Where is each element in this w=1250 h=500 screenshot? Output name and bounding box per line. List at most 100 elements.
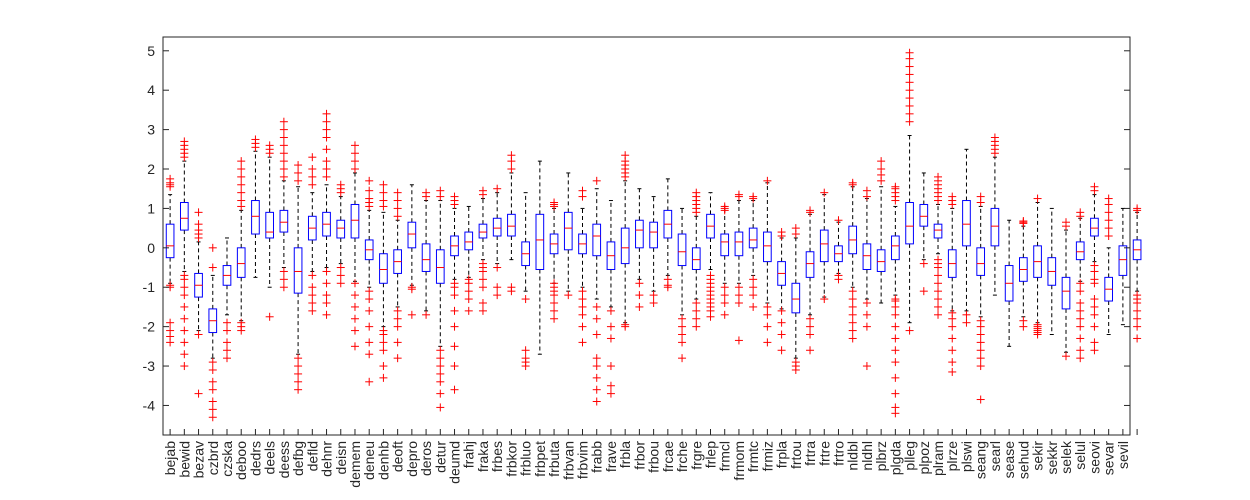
outlier-point <box>350 141 359 150</box>
outlier-point <box>678 314 687 323</box>
x-tick-label: frche <box>674 441 690 472</box>
outlier-point <box>180 137 189 146</box>
iqr-box <box>1075 241 1085 261</box>
outlier-point <box>1090 279 1099 288</box>
x-tick-label: frmtc <box>745 441 761 472</box>
outlier-point <box>1076 354 1085 363</box>
iqr-box <box>1118 245 1128 276</box>
outlier-point <box>649 291 658 300</box>
outlier-point <box>635 302 644 311</box>
box-sekir <box>1033 202 1042 324</box>
outlier-point <box>578 302 587 311</box>
outlier-point <box>194 389 203 398</box>
outlier-point <box>365 295 374 304</box>
outlier-point <box>720 202 729 211</box>
outlier-point <box>379 338 388 347</box>
outlier-point <box>350 342 359 351</box>
outlier-point <box>436 362 445 371</box>
outlier-point <box>1133 306 1142 315</box>
outlier-point <box>1019 217 1028 226</box>
iqr-box <box>763 231 772 263</box>
outlier-point <box>294 369 303 378</box>
outlier-point <box>948 334 957 343</box>
x-tick-label: plleg <box>902 441 918 471</box>
x-tick-label: frbvan <box>560 441 576 480</box>
box-nldhl <box>862 198 872 300</box>
x-tick-label: plgda <box>887 441 903 475</box>
outlier-point <box>350 149 359 158</box>
outlier-point <box>379 362 388 371</box>
outlier-point <box>848 326 857 335</box>
outlier-point <box>692 188 701 197</box>
outlier-point <box>1076 279 1085 288</box>
outlier-point <box>393 322 402 331</box>
outlier-point <box>166 338 175 347</box>
outlier-point <box>279 157 288 166</box>
outlier-point <box>777 330 786 339</box>
outlier-point <box>436 389 445 398</box>
outlier-point <box>194 208 203 217</box>
outlier-point <box>478 298 487 307</box>
outlier-point <box>976 322 985 331</box>
iqr-box <box>649 221 658 249</box>
outlier-point <box>422 310 431 319</box>
x-tick-label: frpla <box>774 441 790 468</box>
x-tick-label: frtra <box>802 441 818 466</box>
outlier-point <box>1062 218 1071 227</box>
outlier-point <box>550 291 559 300</box>
iqr-box <box>919 203 929 227</box>
x-tick-label: depro <box>404 441 420 477</box>
outlier-point <box>806 330 815 339</box>
box-demem <box>350 172 360 282</box>
outlier-point <box>1133 314 1142 323</box>
iqr-box <box>620 227 630 265</box>
outlier-point <box>507 165 516 174</box>
box-frbpet <box>535 160 545 355</box>
box-bewid <box>179 160 189 272</box>
x-tick-label: frbla <box>617 441 633 468</box>
outlier-point <box>208 358 217 367</box>
y-tick-label: 0 <box>147 240 155 256</box>
outlier-point <box>493 291 502 300</box>
box-defbg <box>293 186 303 355</box>
outlier-layer <box>166 48 1142 422</box>
outlier-point <box>322 165 331 174</box>
box-frche <box>677 207 687 316</box>
outlier-point <box>1076 346 1085 355</box>
outlier-point <box>734 336 743 345</box>
outlier-point <box>692 322 701 331</box>
outlier-point <box>393 204 402 213</box>
outlier-point <box>862 186 871 195</box>
box-frlep <box>706 192 715 270</box>
outlier-point <box>976 346 985 355</box>
outlier-point <box>336 180 345 189</box>
x-tick-label: seovi <box>1086 441 1102 474</box>
outlier-point <box>1104 194 1113 203</box>
outlier-point <box>279 283 288 292</box>
x-tick-label: bezav <box>191 441 207 478</box>
box-frtou <box>791 237 801 359</box>
outlier-point <box>1076 334 1085 343</box>
iqr-box <box>748 227 758 249</box>
y-axis: -4 -3 -2 -1 0 1 2 3 4 5 <box>143 43 1130 413</box>
outlier-point <box>521 362 530 371</box>
x-tick-label: bejab <box>162 441 178 475</box>
outlier-point <box>208 405 217 414</box>
outlier-point <box>777 306 786 315</box>
outlier-point <box>905 48 914 57</box>
outlier-point <box>891 409 900 418</box>
x-tick-label: deels <box>262 441 278 474</box>
x-tick-label: frbpet <box>532 441 548 477</box>
outlier-point <box>279 149 288 158</box>
outlier-point <box>820 295 829 304</box>
outlier-point <box>208 243 217 252</box>
outlier-point <box>521 346 530 355</box>
box-defld <box>307 192 317 272</box>
outlier-point <box>265 141 274 150</box>
outlier-point <box>308 298 317 307</box>
outlier-point <box>407 285 416 294</box>
outlier-point <box>180 291 189 300</box>
outlier-point <box>621 322 630 331</box>
outlier-point <box>1133 204 1142 213</box>
outlier-point <box>820 188 829 197</box>
